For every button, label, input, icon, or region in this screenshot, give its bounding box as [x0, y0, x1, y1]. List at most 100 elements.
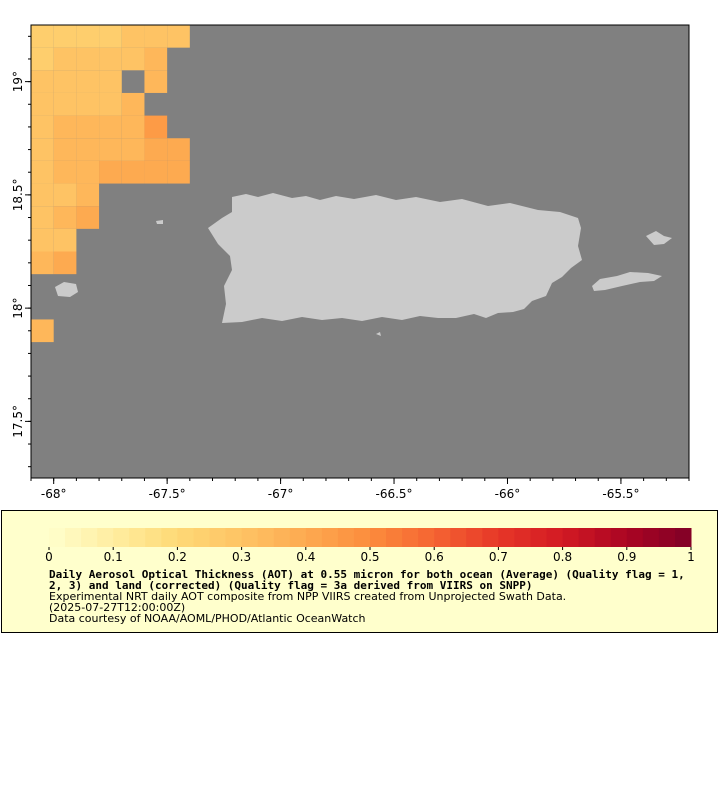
vieques-island [592, 272, 662, 291]
aot-cell [53, 47, 77, 71]
colorbar-tick-label: 0.6 [425, 550, 444, 564]
colorbar-tick-label: 0.3 [232, 550, 251, 564]
colorbar-block [658, 528, 676, 547]
colorbar-block [642, 528, 660, 547]
colorbar-block [177, 528, 194, 547]
aot-cell [53, 115, 77, 139]
colorbar-block [49, 528, 66, 547]
colorbar-block [610, 528, 628, 547]
colorbar-tick-label: 0.8 [553, 550, 572, 564]
colorbar-tick-label: 1 [687, 550, 695, 564]
aot-cell [53, 70, 77, 93]
aot-cell [31, 160, 54, 184]
colorbar-block [562, 528, 580, 547]
colorbar-block [145, 528, 162, 547]
aot-cell [31, 92, 54, 116]
aot-cell [53, 160, 77, 184]
aot-cell [31, 206, 54, 229]
colorbar-block [594, 528, 612, 547]
colorbar-block [386, 528, 403, 547]
aot-cell [76, 183, 100, 207]
aot-cell [99, 47, 122, 71]
aot-cell [53, 206, 77, 229]
colorbar-block [434, 528, 451, 547]
legend-panel: 0 0.1 0.2 0.3 0.4 0.5 0.6 0.7 0.8 0.9 1 Daily Aero… [1, 510, 718, 633]
aot-cell [76, 70, 100, 93]
colorbar: 0 0.1 0.2 0.3 0.4 0.5 0.6 0.7 0.8 0.9 1 [45, 528, 695, 564]
aot-cell [144, 70, 168, 93]
aot-cell [121, 138, 145, 161]
culebra-island [646, 231, 672, 245]
colorbar-tick-label: 0 [45, 550, 53, 564]
colorbar-block [530, 528, 548, 547]
caption-timestamp: (2025-07-27T12:00:00Z) [49, 601, 186, 614]
colorbar-block [257, 528, 275, 547]
colorbar-block [353, 528, 371, 547]
aot-cell [53, 92, 77, 116]
aot-cell [144, 25, 168, 48]
aot-cell [31, 228, 54, 252]
aot-cell [31, 25, 54, 48]
caption-description: Experimental NRT daily AOT composite fro… [49, 590, 567, 603]
aot-cell [53, 183, 77, 207]
aot-cell [53, 138, 77, 161]
colorbar-block [161, 528, 178, 547]
land-layer [55, 193, 672, 336]
colorbar-tick-label: 0.7 [489, 550, 508, 564]
aot-cell [121, 160, 145, 184]
y-tick-label: 18° [11, 297, 25, 318]
aot-cell [144, 160, 168, 184]
aot-cell [99, 92, 122, 116]
colorbar-block [450, 528, 467, 547]
colorbar-block [81, 528, 98, 547]
aot-cell [31, 70, 54, 93]
colorbar-block [273, 528, 291, 547]
x-tick-label: -65.5° [602, 487, 639, 501]
colorbar-block [305, 528, 323, 547]
x-tick-label: -66° [495, 487, 521, 501]
aot-cell [31, 115, 54, 139]
aot-cell [76, 206, 100, 229]
aot-cell [167, 160, 190, 184]
colorbar-block [514, 528, 531, 547]
colorbar-block [113, 528, 130, 547]
aot-cell [31, 138, 54, 161]
colorbar-block [626, 528, 644, 547]
colorbar-block [321, 528, 339, 547]
aot-cell [31, 319, 54, 343]
aot-cell [99, 115, 122, 139]
colorbar-block [482, 528, 499, 547]
colorbar-block [546, 528, 564, 547]
aot-cell [76, 115, 100, 139]
colorbar-block [129, 528, 146, 547]
aot-cell [144, 47, 168, 71]
colorbar-ticks: 0 0.1 0.2 0.3 0.4 0.5 0.6 0.7 0.8 0.9 1 [45, 547, 695, 564]
colorbar-block [674, 528, 692, 547]
desecheo-island [156, 220, 163, 224]
colorbar-block [402, 528, 419, 547]
x-tick-label: -67° [268, 487, 294, 501]
aot-cell [167, 25, 190, 48]
colorbar-block [370, 528, 387, 547]
aot-cell [99, 138, 122, 161]
aot-cell [99, 70, 122, 93]
aot-cell [53, 228, 77, 252]
aot-map: -68° -67.5° -67° -66.5° -66° -65.5° 19°18.5°1… [11, 24, 690, 501]
colorbar-block [418, 528, 435, 547]
aot-cell [121, 92, 145, 116]
colorbar-block [225, 528, 243, 547]
x-tick-label: -68° [41, 487, 67, 501]
colorbar-tick-label: 0.9 [617, 550, 636, 564]
aot-cell [144, 115, 168, 139]
aot-cell [76, 92, 100, 116]
aot-cell [99, 160, 122, 184]
aot-cell [53, 25, 77, 48]
aot-cell [167, 138, 190, 161]
colorbar-block [466, 528, 483, 547]
aot-cell [99, 25, 122, 48]
aot-cell [31, 183, 54, 207]
y-tick-label: 19° [11, 71, 25, 92]
caption-title-line2: 2, 3) and land (corrected) (Quality flag… [49, 579, 533, 592]
y-tick-label: 17.5° [11, 405, 25, 438]
colorbar-tick-label: 0.5 [360, 550, 379, 564]
